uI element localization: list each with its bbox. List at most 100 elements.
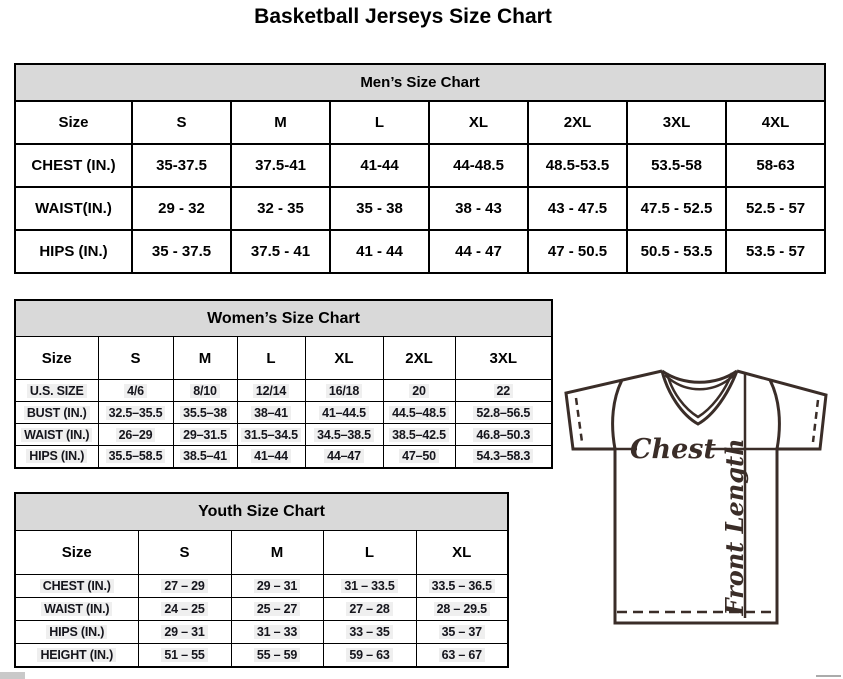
size-cell: 59 – 63 — [322, 643, 417, 667]
row-label-text: HEIGHT (IN.) — [37, 647, 117, 662]
size-cell-text: 51 – 55 — [161, 647, 208, 662]
column-header-text: XL — [334, 349, 354, 367]
size-cell: 20 — [382, 379, 456, 402]
size-cell-text: 4/6 — [124, 383, 147, 398]
size-cell-text: 27 – 28 — [346, 602, 393, 616]
table-row: HIPS (IN.) 35.5–58.5 38.5–41 41–44 44–47 47–5… — [14, 445, 553, 468]
size-cell: 35 – 37 — [415, 620, 509, 644]
size-cell: 24 – 25 — [137, 597, 232, 621]
size-cell-text: 43 - 47.5 — [547, 200, 608, 217]
table-row: WAIST(IN.) 29 - 32 32 - 35 35 - 38 38 - 43 43… — [14, 186, 827, 231]
column-header-text: S — [176, 114, 187, 131]
size-cell: 29 – 31 — [137, 620, 232, 644]
column-header-text: M — [198, 349, 212, 367]
size-cell-text: 32.5–35.5 — [105, 405, 166, 420]
row-label-text: HIPS (IN.) — [26, 449, 88, 464]
jersey-cuff-dashed-right — [811, 399, 820, 443]
column-header-text: Size — [41, 349, 72, 367]
size-cell-text: 35-37.5 — [156, 157, 207, 174]
column-header: M — [230, 530, 324, 575]
column-header-text: 2XL — [405, 349, 433, 367]
size-cell: 41–44.5 — [304, 401, 384, 424]
size-cell-text: 26–29 — [115, 427, 156, 442]
size-cell: 44-48.5 — [428, 143, 529, 188]
size-cell-text: 41-44 — [360, 157, 399, 174]
size-cell-text: 29 – 31 — [161, 625, 208, 639]
size-cell: 54.3–58.3 — [454, 445, 553, 468]
size-cell-text: 41–44.5 — [319, 405, 369, 420]
column-header: 3XL — [626, 100, 727, 145]
row-label-text: HIPS (IN.) — [39, 243, 108, 260]
row-label: HIPS (IN.) — [14, 229, 133, 274]
size-cell: 58-63 — [724, 143, 827, 188]
size-cell: 31.5–34.5 — [236, 423, 306, 446]
column-header-text: M — [270, 544, 284, 561]
size-cell-text: 41–44 — [251, 449, 291, 464]
chest-label: Chest — [630, 434, 716, 465]
size-cell-text: 37.5 - 41 — [250, 243, 311, 260]
size-cell-text: 34.5–38.5 — [314, 427, 374, 442]
column-header-text: S — [179, 544, 190, 561]
size-cell: 35 - 37.5 — [131, 229, 232, 274]
table-row: HIPS (IN.) 29 – 31 31 – 33 33 – 35 35 – 37 — [14, 620, 509, 644]
table-row: CHEST (IN.) 27 – 29 29 – 31 31 – 33.5 33.5 –… — [14, 574, 509, 598]
size-cell: 47–50 — [382, 445, 456, 468]
size-cell: 33 – 35 — [322, 620, 417, 644]
size-cell-text: 12/14 — [252, 383, 290, 398]
size-cell: 41-44 — [329, 143, 430, 188]
size-cell-text: 41 - 44 — [356, 243, 403, 260]
size-cell: 33.5 – 36.5 — [415, 574, 509, 598]
column-header-text: Size — [58, 114, 89, 131]
column-header: 3XL — [454, 336, 553, 380]
size-cell: 53.5-58 — [626, 143, 727, 188]
column-header: 4XL — [724, 100, 827, 145]
womens-chart-title: Women’s Size Chart — [14, 299, 553, 337]
size-cell-text: 59 – 63 — [346, 647, 393, 662]
size-cell-text: 16/18 — [325, 383, 363, 398]
column-header-text: L — [364, 544, 375, 561]
size-cell-text: 32 - 35 — [257, 200, 304, 217]
column-header-text: L — [266, 349, 276, 367]
column-header-text: XL — [452, 544, 472, 561]
size-cell: 44–47 — [304, 445, 384, 468]
column-header-text: Size — [61, 544, 92, 561]
size-cell-text: 8/10 — [190, 383, 220, 398]
front-length-label: Front Length — [720, 438, 749, 616]
jersey-collar-outer-v — [660, 370, 739, 426]
column-header: 2XL — [527, 100, 628, 145]
size-cell-text: 24 – 25 — [161, 602, 208, 616]
size-cell: 31 – 33.5 — [322, 574, 417, 598]
size-cell-text: 29 - 32 — [158, 200, 205, 217]
size-cell: 12/14 — [236, 379, 306, 402]
row-label: WAIST (IN.) — [14, 423, 99, 446]
size-cell-text: 44–47 — [324, 449, 364, 464]
column-header-text: S — [130, 349, 141, 367]
table-row: HEIGHT (IN.) 51 – 55 55 – 59 59 – 63 63 – 67 — [14, 643, 509, 667]
size-cell: 26–29 — [97, 423, 174, 446]
column-header-row: Size S M L XL — [14, 530, 509, 575]
size-cell-text: 35 - 37.5 — [151, 243, 212, 260]
table-row: HIPS (IN.) 35 - 37.5 37.5 - 41 41 - 44 44 - … — [14, 229, 827, 274]
size-cell-text: 29 – 31 — [253, 579, 301, 593]
column-header-text: 4XL — [761, 114, 790, 131]
size-cell-text: 31 – 33 — [253, 625, 301, 639]
size-cell-text: 44-48.5 — [453, 157, 504, 174]
size-cell-text: 38.5–42.5 — [389, 427, 449, 442]
column-header: Size — [14, 336, 99, 380]
size-cell-text: 28 – 29.5 — [433, 602, 490, 616]
size-cell-text: 31 – 33.5 — [341, 579, 398, 593]
size-cell: 28 – 29.5 — [415, 597, 509, 621]
size-cell-text: 37.5-41 — [255, 157, 306, 174]
size-cell-text: 33.5 – 36.5 — [428, 579, 495, 593]
size-cell-text: 47.5 - 52.5 — [640, 200, 713, 217]
size-cell: 8/10 — [172, 379, 238, 402]
size-cell: 48.5-53.5 — [527, 143, 628, 188]
size-cell: 27 – 28 — [322, 597, 417, 621]
size-cell: 51 – 55 — [137, 643, 232, 667]
size-cell: 44.5–48.5 — [382, 401, 456, 424]
size-cell: 52.5 - 57 — [724, 186, 827, 231]
size-cell: 53.5 - 57 — [724, 229, 827, 274]
size-cell-text: 53.5-58 — [651, 157, 702, 174]
size-cell: 4/6 — [97, 379, 174, 402]
table-row: BUST (IN.) 32.5–35.5 35.5–38 38–41 41–44.5 44… — [14, 401, 553, 424]
